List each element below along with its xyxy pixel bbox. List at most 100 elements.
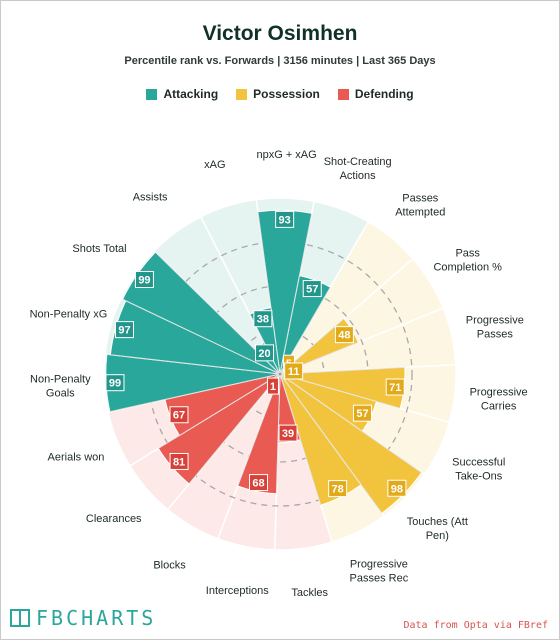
value-badge: [387, 479, 407, 497]
sector-line: [279, 373, 401, 409]
brand-text: FBCHARTS: [36, 606, 157, 630]
sector-line: [257, 211, 281, 375]
legend-swatch-possession: [236, 88, 248, 100]
value-text: 99: [109, 378, 121, 390]
value-text: 78: [332, 484, 344, 496]
value-label-aerials-won: 67: [169, 406, 189, 424]
category-label-progressive-passes-rec: Progressive Passes Rec: [350, 559, 409, 585]
chart-title: Victor Osimhen: [202, 22, 358, 45]
sector-line: [188, 373, 281, 485]
sector-line: [106, 354, 281, 375]
brand-icon: [10, 609, 30, 627]
legend-swatch-attacking: [146, 88, 158, 100]
value-label-pass-completion: 48: [334, 326, 354, 344]
value-label-npxg-xag: 93: [275, 210, 295, 228]
brand-logo: FBCHARTS: [10, 606, 156, 630]
value-badge: [352, 404, 372, 422]
value-badge: [134, 271, 154, 289]
value-badge: [169, 406, 189, 424]
value-badge: [385, 378, 405, 396]
value-label-progressive-passes-rec: 78: [328, 480, 348, 498]
category-label-xag: xAG: [204, 159, 225, 171]
value-label-shot-creating-actions: 57: [302, 280, 322, 298]
value-label-interceptions: 68: [249, 474, 269, 492]
value-label-progressive-passes: 11: [284, 362, 304, 380]
source-note: Data from Opta via FBref: [403, 620, 549, 631]
value-badge: [334, 326, 354, 344]
category-label-blocks: Blocks: [153, 559, 186, 571]
legend-swatch-defending: [337, 88, 349, 100]
value-label-assists: 20: [255, 344, 275, 362]
category-label-non-penalty-xg: Non-Penalty xG: [30, 309, 108, 321]
sector-line: [109, 373, 281, 413]
value-text: 98: [391, 483, 403, 495]
value-text: 81: [173, 456, 185, 468]
category-label-pass-completion: Pass Completion %: [433, 247, 502, 273]
value-badge: [278, 424, 298, 442]
value-text: 1: [270, 381, 276, 393]
category-label-progressive-passes: Progressive Passes: [466, 314, 524, 340]
category-label-npxg-xag: npxG + xAG: [256, 149, 316, 161]
value-badge: [105, 374, 125, 392]
sector-line: [279, 373, 383, 514]
value-label-shots-total: 99: [134, 271, 154, 289]
value-badge: [266, 377, 279, 395]
sector-line: [279, 213, 313, 375]
value-text: 20: [258, 348, 270, 360]
value-label-non-penalty-xg: 97: [114, 321, 134, 339]
value-label-progressive-carries: 71: [385, 378, 405, 396]
value-text: 39: [282, 428, 294, 440]
value-label-touches-att-pen: 98: [387, 479, 407, 497]
value-text: 99: [138, 275, 150, 287]
legend-label-attacking: Attacking: [163, 87, 219, 101]
value-text: 97: [118, 325, 130, 337]
legend-item-defending: Defending: [337, 87, 414, 101]
legend: Attacking Possession Defending: [0, 87, 560, 101]
value-text: 11: [288, 366, 300, 378]
legend-item-attacking: Attacking: [146, 87, 218, 101]
value-badge: [114, 321, 134, 339]
category-label-successful-take-ons: Successful Take-Ons: [452, 456, 505, 482]
value-label-clearances: 81: [169, 452, 189, 470]
value-text: 71: [389, 382, 401, 394]
category-label-progressive-carries: Progressive Carries: [470, 387, 528, 413]
value-text: 67: [173, 410, 185, 422]
value-badge: [169, 452, 189, 470]
value-label-blocks: 1: [266, 377, 279, 395]
legend-label-defending: Defending: [354, 87, 414, 101]
category-label-interceptions: Interceptions: [206, 585, 269, 597]
category-label-aerials-won: Aerials won: [48, 451, 105, 463]
value-text: 38: [257, 314, 269, 326]
value-label-xag: 38: [253, 310, 273, 328]
legend-item-possession: Possession: [236, 87, 320, 101]
sector-line: [279, 373, 422, 473]
value-label-tackles: 39: [278, 424, 298, 442]
value-badge: [253, 310, 273, 328]
category-label-passes-attempted: Passes Attempted: [395, 193, 445, 219]
value-label-successful-take-ons: 57: [352, 404, 372, 422]
value-badge: [249, 474, 269, 492]
category-label-tackles: Tackles: [291, 587, 328, 599]
value-text: 48: [338, 330, 350, 342]
value-text: 93: [279, 214, 291, 226]
category-label-assists: Assists: [133, 191, 168, 203]
sector-line: [158, 373, 281, 449]
category-label-non-penalty-goals: Non-Penalty Goals: [30, 374, 91, 400]
category-label-shots-total: Shots Total: [72, 243, 126, 255]
bar-interceptions: [237, 373, 281, 495]
bar-npxg-xag: [257, 209, 313, 375]
value-badge: [328, 480, 348, 498]
sector-line: [276, 373, 281, 494]
value-badge: [275, 210, 295, 228]
value-text: 68: [252, 478, 264, 490]
legend-label-possession: Possession: [253, 87, 320, 101]
value-label-non-penalty-goals: 99: [105, 374, 125, 392]
value-labels: 935754811715798783968181679997992038: [105, 210, 407, 498]
category-label-clearances: Clearances: [86, 513, 142, 525]
sector-line: [279, 373, 322, 506]
value-badge: [302, 280, 322, 298]
value-text: 57: [306, 284, 318, 296]
chart-subtitle: Percentile rank vs. Forwards | 3156 minu…: [124, 55, 436, 67]
